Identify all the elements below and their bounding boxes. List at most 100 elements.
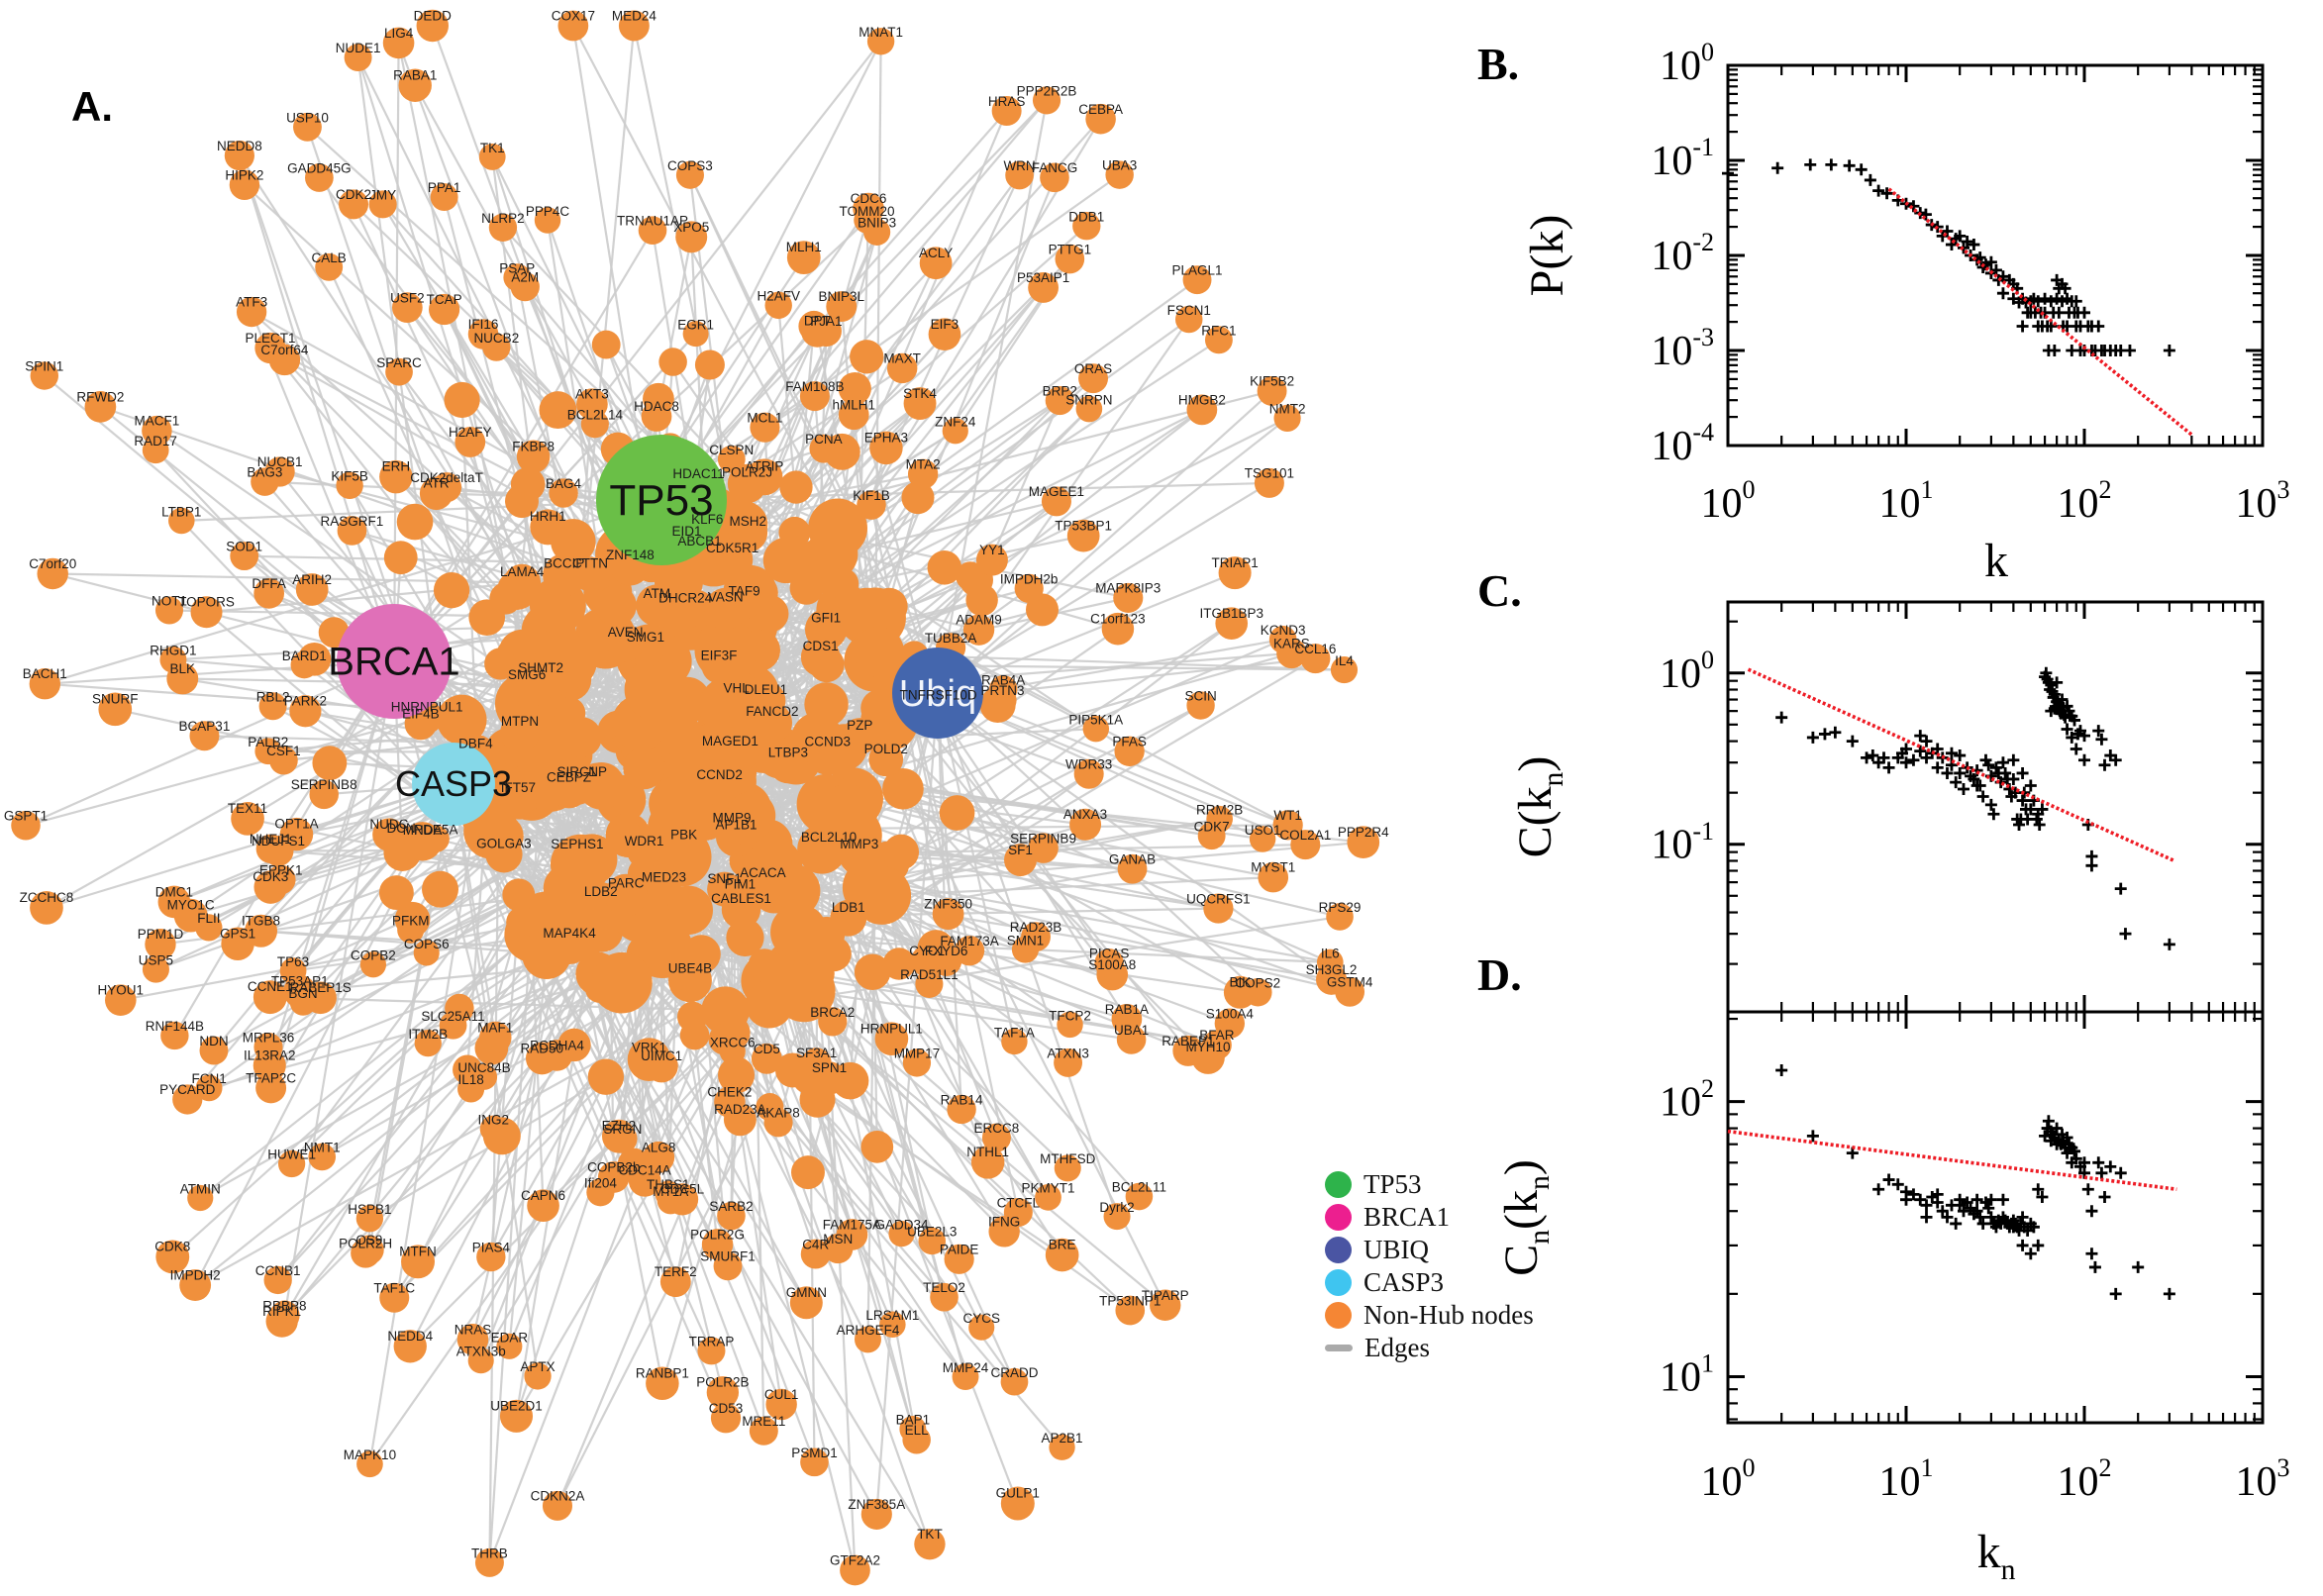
- gene-label: MSN: [823, 1232, 853, 1247]
- gene-label: TEX11: [228, 801, 267, 816]
- network-edge: [321, 888, 791, 1158]
- gene-label: BRCA2: [810, 1005, 855, 1020]
- network-node: [746, 680, 786, 721]
- network-node: [801, 1047, 832, 1078]
- node-swatch-icon: [1325, 1204, 1352, 1231]
- gene-label: BLK: [170, 661, 196, 676]
- gene-label: CDC6: [851, 191, 887, 206]
- gene-label: TERF2: [655, 1264, 697, 1279]
- gene-label: PIP5K1A: [1068, 712, 1123, 727]
- gene-label: FKBP8: [512, 439, 555, 453]
- network-node: [717, 1056, 756, 1094]
- network-node: [11, 811, 41, 841]
- gene-label: MAPK8IP3: [1095, 581, 1161, 596]
- y-axis-title: C(kn​): [1509, 756, 1569, 858]
- gene-label: DEDD: [414, 8, 453, 23]
- gene-label: RASGRF1: [321, 514, 384, 529]
- gene-label: CSF1: [266, 744, 301, 758]
- network-node: [656, 1187, 684, 1215]
- gene-label: S100A8: [1088, 957, 1136, 972]
- gene-label: TKT: [917, 1527, 943, 1542]
- network-node: [1014, 573, 1044, 604]
- network-edge: [831, 552, 1131, 752]
- gene-label: MMP17: [894, 1046, 941, 1060]
- gene-label: SOD1: [226, 540, 262, 554]
- network-node: [516, 440, 551, 473]
- network-node: [1049, 1434, 1075, 1460]
- gene-label: CDC5L: [660, 1182, 705, 1197]
- network-node: [838, 371, 871, 406]
- gene-label: GULP1: [996, 1486, 1040, 1501]
- gene-label: USP5: [139, 952, 173, 967]
- network-node: [457, 1075, 485, 1103]
- network-node: [988, 1216, 1020, 1247]
- gene-label: C7orf20: [29, 556, 76, 571]
- gene-label: NDUFS1: [252, 834, 305, 848]
- gene-label: EGR1: [677, 318, 714, 333]
- gene-label: APTX: [520, 1359, 555, 1374]
- network-node: [919, 247, 953, 280]
- network-node: [502, 878, 536, 912]
- gene-label: HRAS: [988, 94, 1026, 109]
- network-node: [290, 650, 319, 679]
- gene-label: BRE: [1049, 1238, 1076, 1252]
- gene-label: BCAP31: [179, 719, 231, 734]
- gene-label: MYH10: [1186, 1040, 1231, 1054]
- network-node: [230, 542, 259, 571]
- gene-label: SEPHS1: [551, 837, 603, 851]
- gene-label: NMT2: [1269, 402, 1306, 417]
- edge-swatch-icon: [1325, 1345, 1353, 1351]
- network-node: [572, 556, 608, 592]
- network-node: [428, 293, 460, 326]
- tick-label: 10-3: [1651, 323, 1714, 374]
- node-labels-layer: MNDA ZNF24 USF2 BCCIP WDR33 POLR2H MNAT1 TAF9 WR…: [4, 8, 1389, 1567]
- network-node: [714, 810, 750, 847]
- tick-label: 103: [2235, 1453, 2289, 1505]
- network-node: [265, 864, 296, 895]
- gene-label: MNAT1: [858, 25, 903, 40]
- gene-label: FXYD6: [925, 944, 968, 958]
- gene-label: EZH2: [602, 1119, 637, 1134]
- network-node: [991, 96, 1022, 127]
- network-node: [187, 1184, 214, 1212]
- network-node: [304, 981, 337, 1015]
- gene-label: MMP3: [840, 837, 878, 851]
- network-node: [479, 1115, 507, 1143]
- gene-label: CDKN2A: [531, 1489, 585, 1504]
- gene-label: USP10: [286, 110, 329, 125]
- gene-label: DHCR24: [658, 590, 713, 605]
- network-node: [245, 914, 278, 948]
- legend-item-label: BRCA1: [1364, 1202, 1451, 1232]
- gene-label: IFT57: [501, 780, 536, 795]
- gene-label: IL18: [457, 1072, 483, 1087]
- gene-label: TOPORS: [178, 595, 235, 610]
- chart-panel-b: 100 101 102 103 100 10-1 10-2 10-3 10-4 k P(k): [1521, 38, 2290, 587]
- network-node: [838, 399, 869, 431]
- gene-label: MT1A: [653, 1184, 688, 1199]
- gene-label: VRK1: [632, 1040, 666, 1054]
- network-node: [1258, 861, 1289, 893]
- gene-label: GANAB: [1109, 852, 1156, 867]
- gene-label: SNURF: [92, 691, 139, 706]
- network-node: [711, 539, 754, 580]
- gene-label: USO1: [1245, 823, 1281, 838]
- network-node: [886, 352, 918, 384]
- network-node: [907, 458, 939, 490]
- network-node: [694, 349, 725, 380]
- network-node: [903, 387, 937, 421]
- network-node: [1045, 386, 1074, 416]
- gene-label: MYST1: [1251, 860, 1295, 875]
- gene-label: Dyrk2: [1099, 1200, 1134, 1215]
- legend-item: Edges: [1325, 1332, 1534, 1364]
- legend-item: Non-Hub nodes: [1325, 1299, 1534, 1332]
- gene-label: IFI16: [468, 317, 499, 332]
- network-node: [98, 692, 133, 727]
- network-node: [914, 1528, 946, 1560]
- gene-label: RABA1: [393, 67, 437, 82]
- network-node: [263, 1265, 292, 1295]
- network-node: [354, 1235, 384, 1265]
- network-node: [676, 1001, 708, 1033]
- gene-label: MYO1C: [167, 898, 215, 913]
- network-node: [444, 381, 480, 419]
- plot-frame: [1726, 600, 2265, 1014]
